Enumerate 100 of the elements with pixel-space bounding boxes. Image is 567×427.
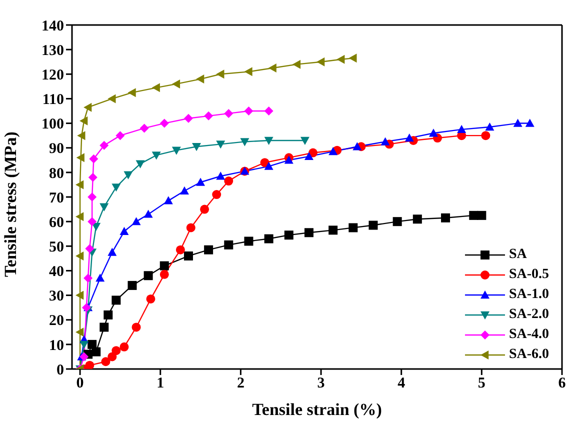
point xyxy=(368,220,378,230)
point xyxy=(152,83,160,92)
y-tick-label: 110 xyxy=(42,92,64,108)
point xyxy=(101,357,110,366)
point xyxy=(244,106,254,116)
point xyxy=(80,352,89,362)
y-tick-label: 30 xyxy=(49,288,64,305)
point xyxy=(80,340,89,349)
legend-label: SA-4.0 xyxy=(508,327,549,343)
y-tick-label: 70 xyxy=(49,190,64,206)
point xyxy=(200,204,210,214)
point xyxy=(304,152,314,160)
point xyxy=(88,192,97,202)
point xyxy=(120,226,129,235)
point xyxy=(132,217,141,226)
x-tick-label: 1 xyxy=(156,376,164,392)
point xyxy=(196,74,204,84)
point xyxy=(112,184,121,192)
legend-label: SA-0.5 xyxy=(508,267,549,283)
legend-label: SA-1.0 xyxy=(508,287,549,303)
point xyxy=(76,212,84,222)
point xyxy=(96,274,105,282)
point xyxy=(264,162,274,170)
point xyxy=(85,360,94,369)
point xyxy=(412,214,422,224)
point xyxy=(132,322,141,332)
point xyxy=(513,118,522,127)
point xyxy=(146,294,156,304)
point xyxy=(328,147,338,156)
point xyxy=(124,171,133,180)
y-tick-label: 60 xyxy=(49,214,64,231)
x-tick-label: 2 xyxy=(236,376,244,392)
point xyxy=(186,223,196,232)
point xyxy=(316,57,325,66)
y-tick-label: 130 xyxy=(42,42,64,59)
point xyxy=(76,328,84,337)
legend-label: SA-6.0 xyxy=(508,347,549,363)
point xyxy=(392,217,402,226)
y-tick-label: 50 xyxy=(49,239,64,256)
point xyxy=(212,190,222,200)
x-axis-title: Tensile strain (%) xyxy=(252,400,382,419)
point xyxy=(160,270,169,279)
point xyxy=(128,280,137,290)
point xyxy=(112,296,121,305)
point xyxy=(84,274,93,283)
point xyxy=(164,196,173,204)
point xyxy=(152,152,161,160)
x-tick-label: 4 xyxy=(398,376,406,392)
x-tick-label: 3 xyxy=(317,376,325,392)
point xyxy=(216,70,224,79)
point xyxy=(144,210,153,218)
y-tick-label: 10 xyxy=(49,338,64,354)
point xyxy=(104,310,113,320)
y-axis-title: Tensile stress (MPa) xyxy=(1,132,20,277)
y-tick-label: 80 xyxy=(49,166,64,182)
point xyxy=(176,245,185,254)
point xyxy=(328,226,338,235)
point xyxy=(76,290,84,300)
point xyxy=(244,67,252,76)
y-tick-label: 40 xyxy=(49,264,64,280)
point xyxy=(477,210,486,220)
point xyxy=(441,213,450,222)
legend-label: SA-2.0 xyxy=(508,307,549,323)
point xyxy=(100,203,109,212)
point xyxy=(204,111,214,120)
point xyxy=(264,136,274,145)
point xyxy=(264,234,274,244)
point xyxy=(100,140,109,150)
point xyxy=(224,176,234,186)
point xyxy=(348,54,357,63)
point xyxy=(244,236,254,246)
point xyxy=(224,108,234,118)
point xyxy=(144,271,153,280)
point xyxy=(88,172,98,182)
point xyxy=(336,54,345,64)
point xyxy=(292,60,301,69)
y-tick-label: 20 xyxy=(49,313,64,330)
point xyxy=(76,180,84,190)
point xyxy=(88,217,97,226)
point xyxy=(485,122,494,131)
point xyxy=(204,245,214,254)
point xyxy=(304,228,314,238)
point xyxy=(348,223,358,232)
y-tick-label: 120 xyxy=(42,67,64,84)
y-tick-label: 100 xyxy=(42,116,64,133)
point xyxy=(160,261,169,270)
y-tick-label: 90 xyxy=(49,141,64,158)
point xyxy=(284,230,294,240)
point xyxy=(428,128,438,137)
point xyxy=(284,156,294,164)
point xyxy=(300,136,310,145)
point xyxy=(404,134,414,142)
point xyxy=(76,251,84,260)
point xyxy=(184,251,193,260)
point xyxy=(140,124,149,133)
point xyxy=(80,116,88,126)
point xyxy=(268,64,276,72)
point xyxy=(192,143,202,152)
point xyxy=(89,154,98,164)
y-tick-label: 140 xyxy=(42,18,64,34)
